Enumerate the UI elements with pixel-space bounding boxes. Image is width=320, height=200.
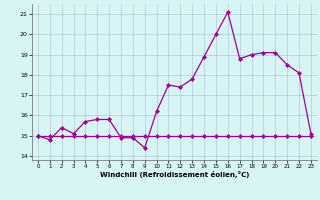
- X-axis label: Windchill (Refroidissement éolien,°C): Windchill (Refroidissement éolien,°C): [100, 171, 249, 178]
